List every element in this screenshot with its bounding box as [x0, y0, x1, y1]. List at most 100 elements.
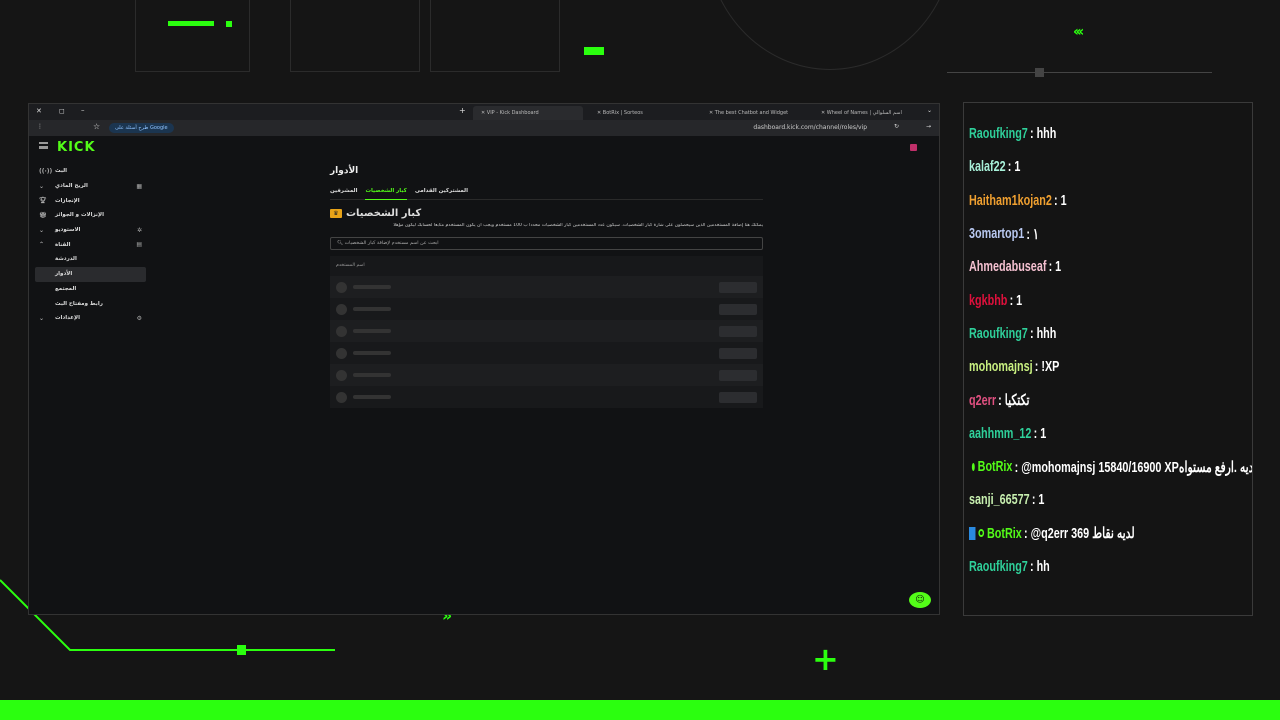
sidebar-item[interactable]: 🎁︎ الإنزالات و الجوائز — [35, 208, 146, 223]
chat-username[interactable]: q2err — [969, 391, 997, 409]
sidebar-item-label: المجتمع — [55, 285, 77, 292]
sidebar-item[interactable]: الدردشة — [35, 252, 146, 267]
close-tab-icon[interactable]: ✕ — [597, 110, 603, 116]
chat-text: : @mohomajnsj 15840/16900 XPلديه .ارفع م… — [1014, 458, 1253, 476]
table-row-placeholder — [330, 364, 763, 386]
chat-username[interactable]: sanji_66577 — [969, 491, 1030, 509]
close-window-icon[interactable]: ✕ — [36, 107, 42, 115]
tab-search-icon[interactable]: ⌄ — [927, 107, 933, 114]
reload-icon[interactable]: ↻ — [893, 123, 899, 130]
chat-text: : 1 — [1007, 158, 1021, 176]
back-icon[interactable]: → — [925, 123, 931, 130]
plus-icon: + — [812, 640, 839, 678]
chat-text: : تكتكيا — [998, 392, 1030, 410]
menu-dots-icon[interactable]: ⋮ — [37, 123, 43, 130]
chat-message: Ahmedabuseaf: 1 — [969, 250, 1169, 283]
chat-text: : 1 — [1033, 424, 1047, 442]
sidebar-item[interactable]: ((·)) البث — [35, 164, 146, 179]
sidebar-item-label: رابط ومفتاح البث — [55, 300, 103, 307]
sidebar-item[interactable]: ⌃ القناة ▤ — [35, 237, 146, 252]
sidebar-item-label: الاستوديو — [55, 227, 81, 234]
decor-square — [1035, 68, 1044, 77]
tab-bar: ✕ ◻ – + ✕ VIP - Kick Dashboard ✕ BotRix … — [29, 104, 939, 120]
kick-logo[interactable]: KICK — [57, 140, 96, 155]
verified-badge-icon — [971, 462, 975, 471]
section-heading: كبار الشخصيات — [346, 208, 422, 219]
sidebar-item-label: الأدوار — [55, 271, 73, 278]
google-ask-chip[interactable]: طرح أسئلة على Google — [109, 123, 174, 133]
sidebar-item[interactable]: ⌄ الربح المادي ▦ — [35, 179, 146, 194]
tab-moderators[interactable]: المشرفين — [330, 188, 358, 194]
star-icon[interactable]: ☆ — [93, 122, 101, 131]
sidebar-item[interactable]: الأدوار — [35, 266, 146, 282]
vip-search-input[interactable]: 🔍︎ ابحث عن اسم مستخدم لإضافة كبار الشخصي… — [330, 237, 763, 250]
decor-outline — [135, 0, 250, 72]
chat-username[interactable]: 3omartop1 — [969, 225, 1025, 243]
close-tab-icon[interactable]: ✕ — [709, 110, 715, 116]
sidebar-item[interactable]: ⌄ الاستوديو ✲ — [35, 223, 146, 238]
chat-username[interactable]: Raoufking7 — [969, 125, 1028, 143]
chevrons-left-icon: ‹‹‹ — [1073, 24, 1084, 40]
decor-dot — [226, 21, 232, 27]
hamburger-menu-icon[interactable] — [39, 142, 48, 149]
chat-text: : ١ — [1026, 225, 1039, 243]
chart-icon: ▦ — [136, 182, 142, 190]
chat-text: : hhh — [1029, 324, 1057, 342]
gift-icon: 🎁︎ — [39, 211, 47, 219]
chat-username[interactable]: mohomajnsj — [969, 358, 1033, 376]
chat-username[interactable]: Raoufking7 — [969, 558, 1028, 575]
roles-tabs: المشرفين كبار الشخصيات المشتركين القدامى — [330, 188, 763, 200]
chat-text: : 1 — [1048, 258, 1062, 276]
chat-message: kgkbhb: 1 — [969, 283, 1169, 316]
decor-line — [947, 72, 1212, 73]
chat-username[interactable]: aahhmm_12 — [969, 424, 1032, 442]
chat-username[interactable]: BotRix — [987, 524, 1022, 542]
broadcast-icon: ((·)) — [39, 167, 53, 175]
sidebar-item[interactable]: رابط ومفتاح البث — [35, 296, 146, 311]
table-row-placeholder — [330, 386, 763, 408]
browser-tab[interactable]: ✕ BotRix | Sorteos — [597, 110, 643, 116]
help-chat-button[interactable]: ☺ — [909, 592, 931, 608]
chat-username[interactable]: BotRix — [977, 458, 1013, 476]
verified-badge-icon — [978, 529, 985, 538]
sidebar-item-label: الربح المادي — [55, 183, 88, 190]
close-tab-icon[interactable]: ✕ — [481, 110, 487, 116]
search-icon: 🔍︎ — [337, 241, 345, 246]
url-field[interactable]: dashboard.kick.com/channel/roles/vip — [753, 124, 867, 131]
sidebar-item[interactable]: 🏆︎ الإنجازات — [35, 193, 146, 208]
browser-tab[interactable]: ✕ Wheel of Names | اسم السلوالي — [821, 110, 902, 116]
bot-badge-icon — [969, 526, 976, 540]
decor-outline — [290, 0, 420, 72]
chat-message: BotRix: @mohomajnsj 15840/16900 XPلديه .… — [969, 450, 1252, 483]
decor-dash — [584, 47, 604, 55]
browser-tab[interactable]: ✕ The best Chatbot and Widget — [709, 110, 789, 116]
chat-username[interactable]: kgkbhb — [969, 291, 1008, 309]
chevron-down-icon: ⌄ — [39, 314, 45, 322]
restore-icon[interactable]: ◻ — [59, 107, 65, 115]
minimize-icon[interactable]: – — [81, 106, 85, 114]
chat-username[interactable]: Ahmedabuseaf — [969, 258, 1047, 276]
chat-message: Haitham1kojan2: 1 — [969, 184, 1169, 217]
chat-message: 3omartop1: ١ — [969, 217, 1169, 250]
tab-og[interactable]: المشتركين القدامى — [414, 188, 468, 194]
close-tab-icon[interactable]: ✕ — [821, 110, 827, 116]
chat-message: sanji_66577: 1 — [969, 483, 1169, 516]
browser-window: ✕ ◻ – + ✕ VIP - Kick Dashboard ✕ BotRix … — [28, 103, 940, 615]
chevron-up-icon: ⌃ — [39, 241, 45, 249]
new-tab-icon[interactable]: + — [459, 106, 466, 115]
sidebar-item-label: البث — [55, 168, 68, 175]
section-description: يمكنك هنا إضافة المستخدمين الذين سيحصلون… — [393, 223, 763, 228]
gear-icon: ⚙ — [136, 314, 142, 322]
avatar[interactable] — [910, 144, 917, 151]
chat-username[interactable]: Haitham1kojan2 — [969, 191, 1052, 209]
chat-username[interactable]: Raoufking7 — [969, 324, 1028, 342]
sidebar-item[interactable]: ⌄ الإعدادات ⚙ — [35, 311, 146, 326]
browser-tab[interactable]: ✕ VIP - Kick Dashboard — [473, 106, 583, 120]
crown-icon: ♛ — [330, 209, 342, 218]
chat-message: kalaf22: 1 — [969, 150, 1169, 183]
tab-vip[interactable]: كبار الشخصيات — [365, 188, 407, 200]
chat-message: mohomajnsj: !XP — [969, 350, 1169, 383]
sidebar-item-label: الدردشة — [55, 256, 77, 263]
chat-username[interactable]: kalaf22 — [969, 158, 1006, 176]
sidebar-item[interactable]: المجتمع — [35, 282, 146, 297]
